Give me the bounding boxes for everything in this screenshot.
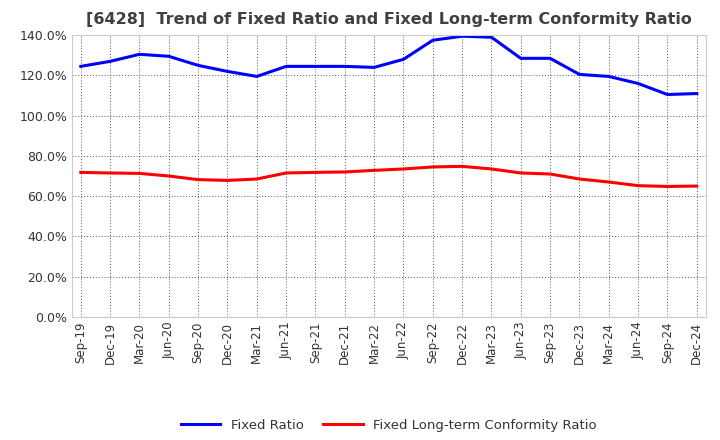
Fixed Long-term Conformity Ratio bbox=[106, 170, 114, 176]
Fixed Long-term Conformity Ratio bbox=[311, 170, 320, 175]
Fixed Long-term Conformity Ratio bbox=[76, 170, 85, 175]
Fixed Long-term Conformity Ratio bbox=[546, 171, 554, 176]
Fixed Ratio bbox=[428, 37, 437, 43]
Fixed Ratio bbox=[164, 54, 173, 59]
Fixed Ratio bbox=[399, 57, 408, 62]
Fixed Long-term Conformity Ratio bbox=[458, 164, 467, 169]
Fixed Ratio bbox=[370, 65, 379, 70]
Fixed Ratio bbox=[693, 91, 701, 96]
Fixed Long-term Conformity Ratio bbox=[487, 166, 496, 172]
Fixed Ratio bbox=[605, 74, 613, 79]
Fixed Long-term Conformity Ratio bbox=[575, 176, 584, 182]
Fixed Ratio bbox=[76, 64, 85, 69]
Fixed Long-term Conformity Ratio bbox=[135, 171, 144, 176]
Fixed Long-term Conformity Ratio bbox=[194, 177, 202, 182]
Fixed Ratio bbox=[106, 59, 114, 64]
Fixed Ratio bbox=[487, 35, 496, 40]
Fixed Long-term Conformity Ratio bbox=[663, 184, 672, 189]
Fixed Ratio bbox=[135, 51, 144, 57]
Fixed Ratio bbox=[516, 56, 525, 61]
Fixed Long-term Conformity Ratio bbox=[516, 170, 525, 176]
Fixed Long-term Conformity Ratio bbox=[282, 170, 290, 176]
Fixed Long-term Conformity Ratio bbox=[634, 183, 642, 188]
Fixed Long-term Conformity Ratio bbox=[164, 173, 173, 179]
Fixed Ratio bbox=[282, 64, 290, 69]
Fixed Long-term Conformity Ratio bbox=[223, 178, 232, 183]
Fixed Ratio bbox=[663, 92, 672, 97]
Line: Fixed Long-term Conformity Ratio: Fixed Long-term Conformity Ratio bbox=[81, 166, 697, 187]
Fixed Long-term Conformity Ratio bbox=[341, 169, 349, 175]
Fixed Ratio bbox=[634, 81, 642, 86]
Fixed Ratio bbox=[575, 72, 584, 77]
Fixed Ratio bbox=[458, 33, 467, 39]
Fixed Ratio bbox=[253, 74, 261, 79]
Legend: Fixed Ratio, Fixed Long-term Conformity Ratio: Fixed Ratio, Fixed Long-term Conformity … bbox=[175, 414, 603, 437]
Fixed Long-term Conformity Ratio bbox=[370, 168, 379, 173]
Fixed Ratio bbox=[194, 63, 202, 68]
Fixed Ratio bbox=[546, 56, 554, 61]
Fixed Ratio bbox=[311, 64, 320, 69]
Fixed Long-term Conformity Ratio bbox=[605, 180, 613, 185]
Fixed Long-term Conformity Ratio bbox=[693, 183, 701, 189]
Fixed Ratio bbox=[223, 69, 232, 74]
Line: Fixed Ratio: Fixed Ratio bbox=[81, 36, 697, 95]
Fixed Long-term Conformity Ratio bbox=[253, 176, 261, 182]
Fixed Ratio bbox=[341, 64, 349, 69]
Fixed Long-term Conformity Ratio bbox=[399, 166, 408, 172]
Title: [6428]  Trend of Fixed Ratio and Fixed Long-term Conformity Ratio: [6428] Trend of Fixed Ratio and Fixed Lo… bbox=[86, 12, 692, 27]
Fixed Long-term Conformity Ratio bbox=[428, 164, 437, 169]
